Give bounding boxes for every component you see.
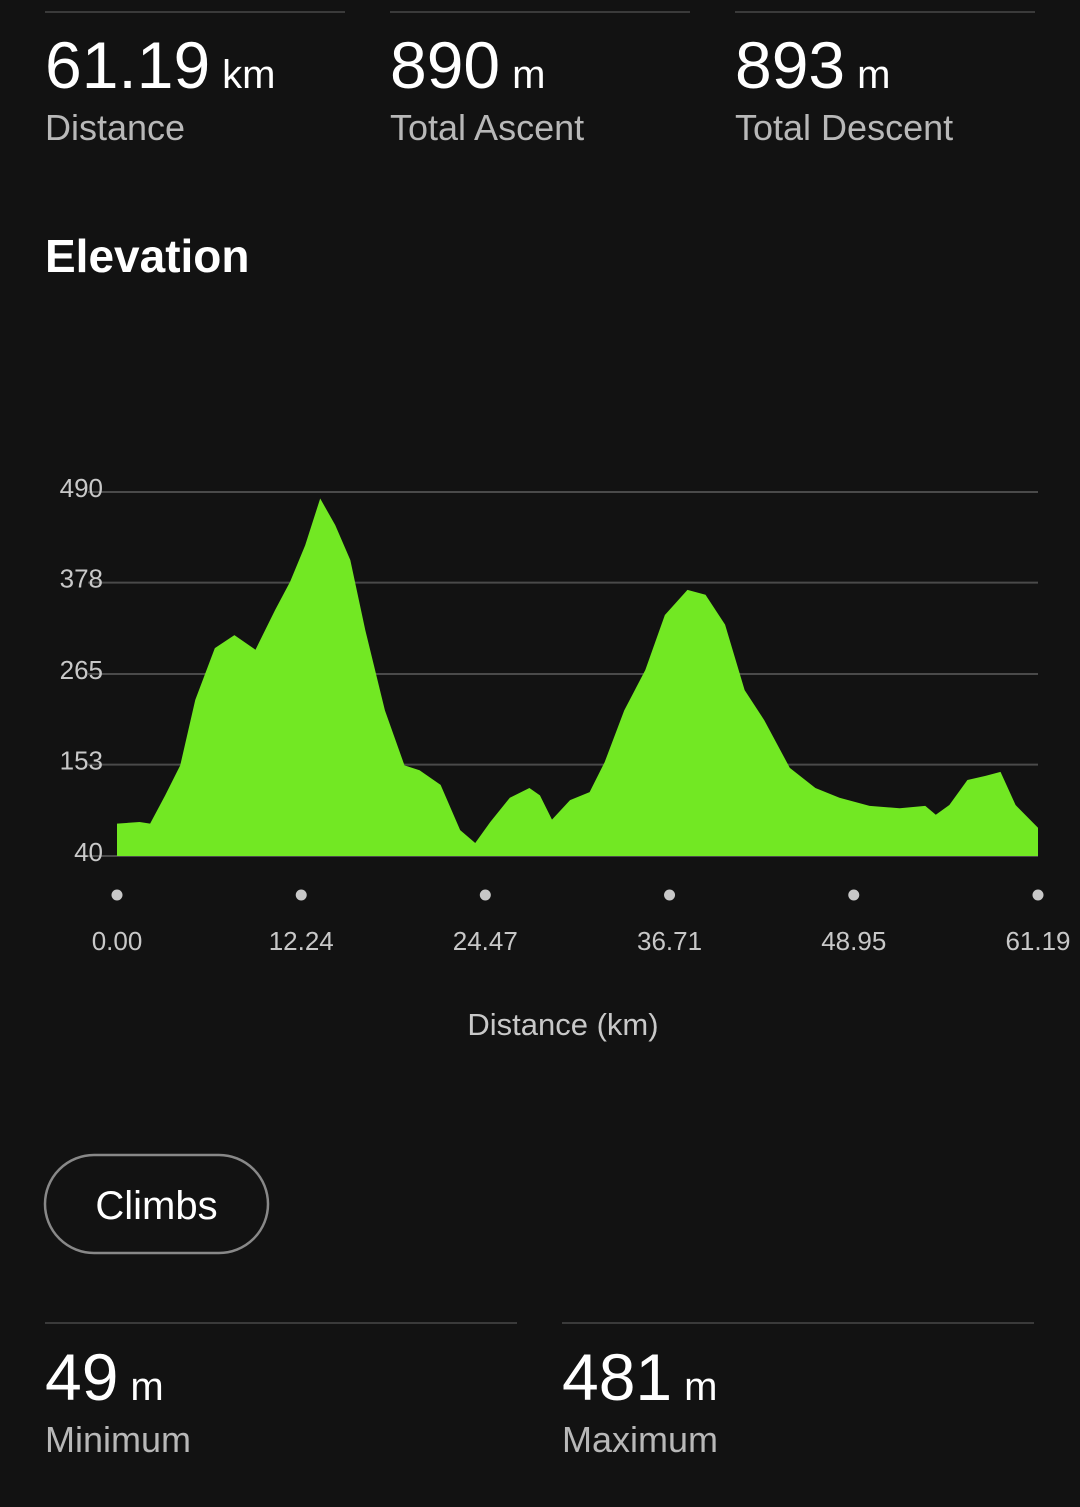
y-tick-label: 40 xyxy=(74,837,103,867)
stat-value: 890 m xyxy=(390,28,545,102)
stat-label: Distance xyxy=(45,107,185,148)
x-tick-dot xyxy=(1032,889,1044,901)
stat-unit: m xyxy=(684,1365,717,1409)
y-tick-label: 265 xyxy=(60,655,103,685)
stat-unit: m xyxy=(857,53,890,97)
stat-value: 61.19 km xyxy=(45,28,276,102)
x-tick-label: 24.47 xyxy=(453,926,518,956)
stat-label: Total Descent xyxy=(735,107,953,148)
climbs-button[interactable] xyxy=(43,1153,270,1255)
stat-label: Total Ascent xyxy=(390,107,584,148)
stat-value: 49 m xyxy=(45,1340,164,1414)
stat-number: 61.19 xyxy=(45,28,210,102)
stat-unit: m xyxy=(512,53,545,97)
stat-number: 890 xyxy=(390,28,500,102)
stat-number: 49 xyxy=(45,1340,118,1414)
x-tick-label: 48.95 xyxy=(821,926,886,956)
x-tick-dot xyxy=(664,889,676,901)
x-tick-dot xyxy=(111,889,123,901)
x-tick-label: 0.00 xyxy=(92,926,143,956)
x-tick-label: 61.19 xyxy=(1005,926,1070,956)
stat-value: 481 m xyxy=(562,1340,717,1414)
x-tick-label: 36.71 xyxy=(637,926,702,956)
stat-number: 481 xyxy=(562,1340,672,1414)
y-tick-label: 490 xyxy=(60,473,103,503)
climbs-button-label[interactable]: Climbs xyxy=(95,1184,217,1228)
stat-unit: km xyxy=(222,53,275,97)
chart-title: Elevation xyxy=(45,230,250,282)
stat-label: Maximum xyxy=(562,1419,718,1460)
stat-value: 893 m xyxy=(735,28,890,102)
x-tick-label: 12.24 xyxy=(269,926,334,956)
x-tick-dot xyxy=(479,889,491,901)
x-axis-label: Distance (km) xyxy=(467,1007,658,1042)
elevation-area xyxy=(117,498,1038,856)
stat-unit: m xyxy=(130,1365,163,1409)
x-tick-dot xyxy=(295,889,307,901)
stat-label: Minimum xyxy=(45,1419,191,1460)
x-tick-dot xyxy=(848,889,860,901)
stat-number: 893 xyxy=(735,28,845,102)
y-tick-label: 153 xyxy=(60,745,103,775)
y-tick-label: 378 xyxy=(60,563,103,593)
